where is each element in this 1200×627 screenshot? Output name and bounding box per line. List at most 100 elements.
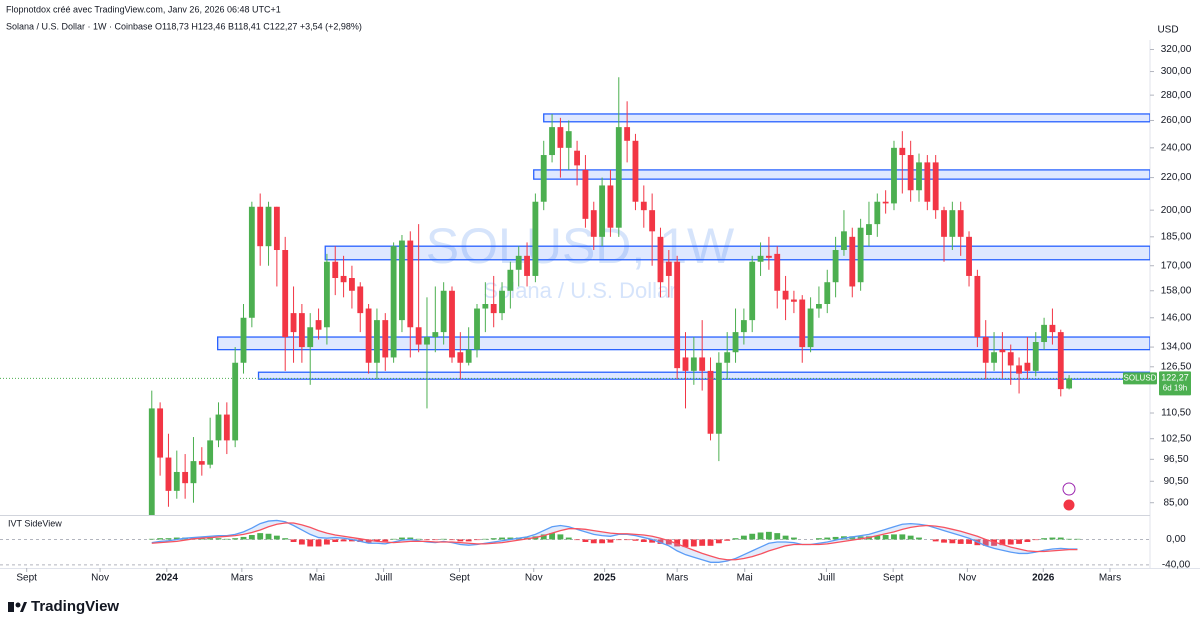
candle-body: [924, 162, 931, 202]
histogram-bar: [632, 539, 639, 541]
candle-body: [974, 275, 981, 338]
candle-body: [265, 206, 272, 247]
candle-body: [190, 461, 197, 484]
y-tick-label: 240,00: [1161, 142, 1192, 153]
histogram-bar: [957, 539, 964, 544]
x-tick-label: Juill: [375, 573, 392, 584]
histogram-bar: [999, 539, 1006, 546]
candle-body: [757, 255, 764, 262]
histogram-bar: [465, 539, 472, 542]
oscillator-pane: [0, 519, 1150, 566]
histogram-bar: [424, 539, 430, 541]
histogram-bar: [715, 539, 722, 544]
candle-body: [565, 131, 572, 148]
candle-body: [1057, 332, 1064, 390]
histogram-bar: [707, 539, 714, 546]
histogram-bar: [257, 533, 264, 540]
candle-body: [182, 471, 189, 484]
price-pane: [148, 77, 1150, 515]
symbol-tag-label: SOLUSD: [1124, 374, 1157, 383]
histogram-bar: [415, 538, 422, 540]
histogram-bar: [832, 536, 839, 540]
flag-icon[interactable]: [1062, 498, 1076, 512]
histogram-bar: [215, 538, 222, 540]
x-tick-label: Mai: [737, 573, 753, 584]
credit: Flopnotdox créé avec TradingView.com, Ja…: [6, 4, 281, 14]
histogram-bar: [374, 539, 380, 542]
histogram-bar: [565, 537, 572, 540]
candle-body: [799, 299, 806, 348]
histogram-bar: [557, 534, 564, 540]
y-tick-label: 126,50: [1161, 361, 1192, 372]
candle-body: [982, 337, 989, 363]
candle-body: [1041, 324, 1048, 343]
histogram-bar: [349, 539, 355, 542]
histogram-bar: [665, 539, 672, 545]
y-tick-label: 96,50: [1163, 454, 1188, 465]
histogram-bar: [1074, 538, 1081, 540]
logo: [8, 602, 27, 612]
histogram-bar: [290, 539, 297, 542]
histogram-bar: [440, 538, 447, 540]
indicator-title: IVT SideView: [8, 518, 62, 528]
histogram-bar: [282, 538, 289, 540]
candle-body: [482, 303, 489, 309]
histogram-bar: [1057, 537, 1064, 540]
candle-body: [699, 357, 706, 371]
candle-body: [215, 414, 222, 441]
histogram-bar: [1066, 538, 1073, 540]
histogram-bar: [824, 537, 831, 540]
histogram-bar: [674, 539, 681, 547]
candle-body: [816, 303, 822, 309]
histogram-bar: [732, 538, 739, 540]
histogram-bar: [982, 539, 989, 546]
histogram-bar: [390, 538, 397, 540]
candle-body: [1016, 365, 1022, 374]
histogram-bar: [332, 539, 339, 542]
candle-body: [549, 127, 555, 156]
histogram-bar: [449, 539, 455, 541]
zone: [324, 245, 1150, 261]
y-tick-label: 300,00: [1161, 66, 1192, 77]
histogram-bar: [223, 538, 230, 540]
histogram-bar: [599, 539, 606, 544]
candle-body: [640, 201, 647, 211]
candle-body: [599, 185, 606, 237]
candle-body: [257, 206, 264, 247]
histogram-bar: [690, 539, 697, 547]
x-tick-label: Mars: [666, 573, 688, 584]
histogram-bar: [916, 537, 922, 540]
candle-body: [290, 313, 297, 333]
histogram-bar: [407, 537, 414, 540]
candle-body: [949, 210, 956, 237]
candle-body: [557, 127, 564, 148]
histogram-bar: [640, 539, 647, 542]
candle-body: [332, 261, 339, 279]
candle-body: [907, 155, 914, 191]
candle-body: [340, 275, 347, 283]
y-tick-label: 158,00: [1161, 285, 1192, 296]
x-tick-label: Mars: [231, 573, 253, 584]
histogram-bar: [1032, 539, 1039, 541]
histogram-bar: [273, 535, 280, 540]
candle-body: [916, 162, 922, 191]
zone: [217, 336, 1150, 351]
candle-body: [782, 290, 789, 300]
candle-body: [365, 308, 372, 363]
candle-body: [790, 299, 797, 302]
histogram-bar: [699, 539, 706, 546]
y-tick-label: 320,00: [1161, 44, 1192, 55]
candle-body: [932, 162, 939, 211]
y-tick-label: 0,00: [1166, 534, 1186, 545]
candle-body: [832, 250, 839, 283]
price-tag: [1159, 371, 1191, 396]
candle-body: [390, 246, 397, 358]
histogram-bar: [240, 536, 247, 540]
candle-body: [407, 240, 414, 328]
candle-body: [507, 269, 514, 291]
histogram-bar: [1024, 539, 1031, 542]
candle-body: [957, 210, 964, 237]
event-icon[interactable]: [1062, 482, 1076, 496]
histogram-bar: [298, 539, 305, 545]
y-tick-label: 200,00: [1161, 205, 1192, 216]
